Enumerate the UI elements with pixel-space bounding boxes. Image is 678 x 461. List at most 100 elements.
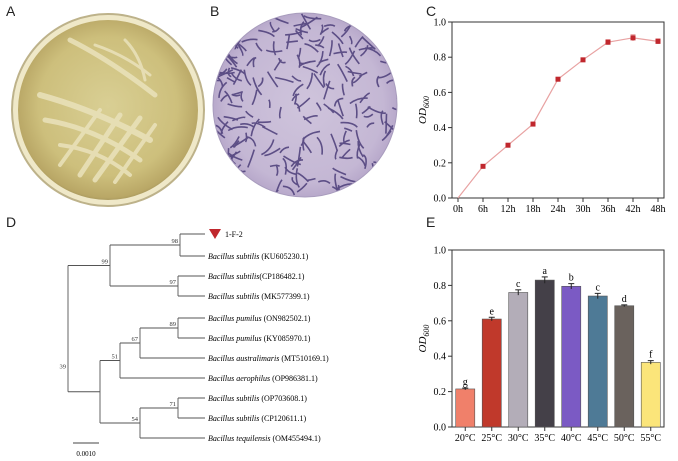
rod-cell — [316, 51, 324, 68]
rod-cell — [237, 44, 244, 57]
rod-cell — [348, 47, 360, 65]
rod-cell — [220, 94, 228, 102]
rod-cell — [385, 13, 392, 24]
rod-cell — [338, 139, 350, 147]
panel-label-b: B — [210, 3, 220, 19]
rod-cell — [380, 110, 384, 125]
rod-cell — [395, 44, 397, 51]
panel-label-d: D — [6, 214, 17, 230]
rod-cell — [251, 89, 258, 106]
panel-label-c: C — [426, 3, 437, 19]
rod-cell — [241, 38, 258, 43]
rod-cell — [241, 13, 254, 14]
scale-bar-label: 0.0010 — [76, 450, 96, 458]
growth-curve-chart: 0.0 0.2 0.4 0.6 0.8 1.0 0h 6h 12h 18h 24h 30h 36h 42h… — [417, 18, 666, 216]
x-tick-label: 30°C — [508, 433, 529, 444]
bar — [481, 318, 502, 428]
rod-cell — [341, 148, 351, 158]
rod-cell — [255, 42, 263, 52]
rod-cell — [340, 121, 358, 128]
leaf-label: Bacillus tequilensis (OM455494.1) — [208, 434, 321, 443]
rod-cell — [384, 189, 397, 197]
rod-cell — [234, 39, 241, 50]
rod-cell — [203, 186, 211, 194]
rod-cell — [383, 183, 397, 187]
rod-cell — [308, 38, 321, 43]
x-tick-label: 50°C — [614, 433, 635, 444]
rod-cell — [295, 102, 301, 112]
rod-cell — [362, 154, 367, 170]
rod-cell — [384, 35, 395, 42]
rod-cell — [272, 41, 277, 56]
rod-cell — [252, 77, 263, 96]
y-tick-label: 0.8 — [434, 281, 447, 292]
rod-cell — [231, 93, 241, 97]
rod-cell — [264, 147, 281, 157]
rod-cell — [392, 155, 397, 162]
rod-cell — [224, 31, 230, 41]
rod-cell — [315, 102, 322, 112]
rod-cell — [333, 51, 348, 55]
rod-cell — [230, 72, 242, 82]
y-tick-label: 0.0 — [434, 194, 447, 205]
rod-cell — [252, 56, 257, 68]
leaf-label: 1-F-2 — [225, 230, 243, 239]
rod-cell — [265, 49, 283, 53]
rod-cell — [213, 157, 214, 166]
rod-cell — [291, 93, 300, 102]
bar — [640, 362, 661, 428]
petri-dish-photo — [11, 12, 205, 207]
data-point — [530, 121, 536, 127]
bar — [508, 292, 529, 428]
rod-cell — [358, 71, 368, 77]
rod-cell — [318, 58, 329, 64]
rod-cell — [399, 4, 404, 17]
rod-cell — [307, 177, 316, 182]
rod-cell — [367, 106, 386, 114]
rod-cell — [364, 183, 371, 196]
x-tick-label: 24h — [551, 204, 566, 215]
significance-letter: f — [649, 350, 653, 361]
rod-cell — [355, 129, 365, 149]
rod-cell — [341, 83, 345, 96]
rod-cell — [357, 21, 370, 26]
rod-cell — [382, 41, 397, 50]
rod-cell — [279, 146, 290, 154]
bar — [614, 305, 635, 428]
rod-cell — [354, 35, 364, 48]
rod-cell — [231, 116, 246, 122]
rod-cell — [356, 182, 374, 193]
rod-cell — [296, 146, 302, 167]
rod-cell — [268, 99, 271, 108]
rod-cell — [243, 69, 252, 86]
rod-cell — [381, 130, 392, 142]
rod-cell — [224, 24, 231, 37]
rod-cell — [226, 172, 240, 179]
rod-cell — [266, 189, 279, 197]
x-tick-label: 42h — [626, 204, 641, 215]
rod-cell — [216, 180, 234, 184]
leaf-label: Bacillus australimaris (MT510169.1) — [208, 354, 329, 363]
rod-cell — [286, 40, 298, 44]
rod-cell — [251, 122, 266, 128]
rod-cell — [316, 136, 324, 155]
rod-cell — [213, 166, 216, 183]
rod-cell — [224, 184, 228, 197]
x-tick-label: 20°C — [455, 433, 476, 444]
rod-cell — [358, 47, 375, 51]
rod-cell — [218, 81, 228, 98]
bootstrap-value: 71 — [170, 401, 177, 408]
significance-letter: c — [596, 282, 601, 293]
rod-cell — [340, 25, 351, 38]
rod-cell — [357, 140, 364, 158]
rod-cell — [257, 120, 272, 124]
rod-cell — [229, 14, 239, 31]
rod-cell — [240, 92, 244, 102]
leaf-label: Bacillus subtilis (OP703608.1) — [208, 394, 307, 403]
rod-cell — [294, 29, 304, 40]
rod-cell — [328, 40, 333, 57]
rod-cell — [319, 63, 331, 76]
y-tick-label: 0.6 — [434, 88, 447, 99]
rod-cell — [223, 115, 239, 121]
x-tick-label: 40°C — [561, 433, 582, 444]
